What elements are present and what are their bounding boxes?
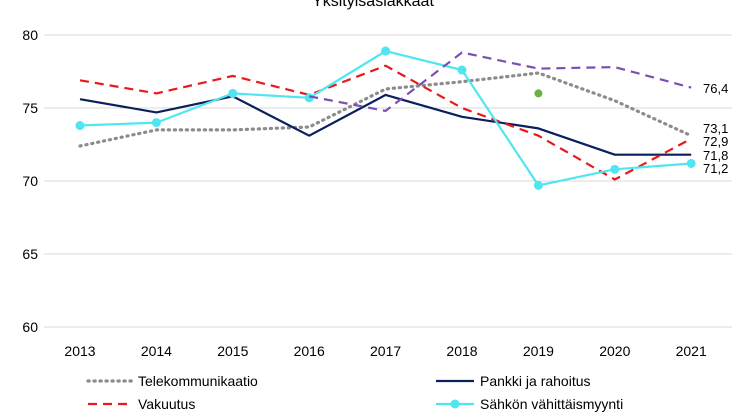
x-tick-label: 2020 (599, 343, 630, 359)
legend-label: Telekommunikaatio (138, 373, 258, 389)
x-tick-label: 2014 (141, 343, 172, 359)
x-axis-ticks: 2013 2014 2015 2016 2017 2018 2019 2020 2021 (64, 343, 707, 359)
series-marker-sahkon-vahittaismyynti (457, 65, 467, 75)
chart-title: Yksityisasiakkaat (312, 0, 434, 10)
y-tick-label: 70 (22, 173, 38, 189)
series-line-telekommunikaatio (78, 71, 693, 148)
series-marker-sahkon-vahittaismyynti (381, 46, 391, 56)
series-point-henkiloliikenne (534, 89, 543, 98)
series-marker-sahkon-vahittaismyynti (151, 118, 161, 128)
y-tick-label: 75 (22, 100, 38, 116)
series-marker-sahkon-vahittaismyynti (533, 180, 543, 190)
y-tick-label: 60 (22, 319, 38, 335)
legend-label: Vakuutus (138, 396, 195, 412)
series-marker-sahkon-vahittaismyynti (75, 121, 85, 131)
series-line-sahkon-vahittaismyynti (79, 50, 692, 187)
end-labels: 73,1 71,872,9 71,2 76,4 (703, 81, 728, 176)
series-marker-sahkon-vahittaismyynti (304, 93, 314, 103)
legend-swatch-marker (450, 399, 460, 409)
y-tick-label: 65 (22, 246, 38, 262)
y-axis-ticks: 60 65 70 75 80 (22, 27, 38, 335)
end-label: 71,2 (703, 161, 728, 176)
gridlines (44, 34, 732, 328)
x-tick-label: 2017 (370, 343, 401, 359)
series-group (75, 46, 696, 190)
x-tick-label: 2018 (446, 343, 477, 359)
end-label: 73,1 (703, 121, 728, 136)
y-tick-label: 80 (22, 27, 38, 43)
end-label: 71,8 (703, 148, 728, 163)
x-tick-label: 2015 (217, 343, 248, 359)
series-line-vakuutus (79, 64, 692, 181)
series-marker-sahkon-vahittaismyynti (228, 88, 238, 98)
end-label: 72,9 (703, 134, 728, 149)
legend: Telekommunikaatio Pankki ja rahoitus Vakuu… (86, 373, 623, 412)
series-marker-sahkon-vahittaismyynti (686, 158, 696, 168)
series-marker-sahkon-vahittaismyynti (610, 164, 620, 174)
series-line-pankki-ja-rahoitus (79, 93, 692, 156)
x-tick-label: 2013 (64, 343, 95, 359)
end-label: 76,4 (703, 81, 728, 96)
x-tick-label: 2016 (294, 343, 325, 359)
x-tick-label: 2019 (523, 343, 554, 359)
series-line-hyodykeyhtioiden-asiakkaat (308, 51, 692, 112)
legend-label: Pankki ja rahoitus (480, 373, 591, 389)
legend-label: Sähkön vähittäismyynti (480, 396, 623, 412)
x-tick-label: 2021 (676, 343, 707, 359)
